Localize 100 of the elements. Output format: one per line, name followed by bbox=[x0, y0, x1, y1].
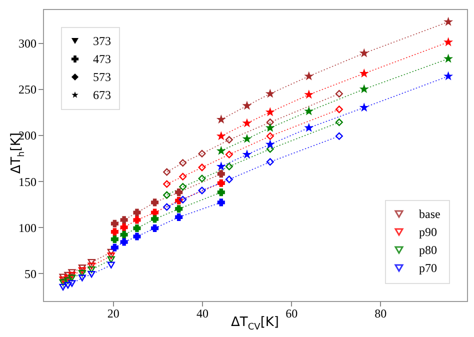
point bbox=[217, 179, 225, 187]
point bbox=[217, 188, 225, 196]
y-tick-label: 100 bbox=[18, 220, 36, 235]
point bbox=[179, 183, 187, 191]
point bbox=[68, 274, 76, 282]
y-tick-label: 250 bbox=[18, 82, 36, 97]
point bbox=[198, 150, 206, 158]
point bbox=[163, 191, 171, 199]
point bbox=[151, 198, 159, 206]
point bbox=[179, 159, 187, 167]
point bbox=[266, 158, 274, 166]
point bbox=[133, 208, 141, 216]
y-tick-label: 150 bbox=[18, 174, 36, 189]
point bbox=[88, 262, 96, 270]
point bbox=[305, 72, 312, 80]
point bbox=[68, 269, 76, 276]
point bbox=[64, 282, 72, 289]
point bbox=[243, 119, 251, 126]
point bbox=[360, 49, 368, 56]
point bbox=[266, 124, 274, 131]
point bbox=[217, 198, 225, 206]
point bbox=[151, 215, 159, 223]
point bbox=[444, 54, 452, 62]
point bbox=[120, 216, 128, 224]
point bbox=[110, 236, 118, 244]
point bbox=[59, 279, 67, 286]
point bbox=[305, 90, 312, 98]
point bbox=[198, 186, 206, 194]
point bbox=[444, 18, 452, 26]
point bbox=[198, 164, 206, 172]
point bbox=[110, 244, 118, 252]
point bbox=[88, 270, 96, 278]
point bbox=[64, 277, 72, 284]
point bbox=[360, 85, 368, 92]
point bbox=[59, 284, 67, 291]
point bbox=[266, 140, 274, 148]
point bbox=[305, 107, 312, 114]
point bbox=[225, 136, 233, 144]
point bbox=[225, 150, 233, 158]
point bbox=[59, 276, 67, 284]
point bbox=[175, 205, 183, 213]
point bbox=[64, 274, 72, 282]
point bbox=[107, 256, 115, 263]
point bbox=[107, 252, 115, 260]
point bbox=[59, 274, 67, 280]
point bbox=[175, 188, 183, 196]
point bbox=[78, 274, 86, 282]
point bbox=[78, 270, 86, 277]
point bbox=[88, 266, 96, 274]
point bbox=[133, 224, 141, 232]
point bbox=[444, 38, 452, 46]
point bbox=[225, 162, 233, 170]
point bbox=[107, 262, 115, 268]
y-tick-label: 300 bbox=[18, 36, 36, 51]
legend-label: base bbox=[419, 207, 440, 221]
x-tick-label: 20 bbox=[107, 306, 120, 320]
legend-label: 573 bbox=[93, 70, 111, 84]
point bbox=[64, 272, 72, 279]
point bbox=[151, 208, 159, 216]
point bbox=[68, 272, 76, 279]
point bbox=[163, 168, 171, 176]
point bbox=[243, 150, 251, 158]
point bbox=[266, 90, 274, 97]
point bbox=[360, 70, 368, 77]
point bbox=[179, 196, 187, 204]
point bbox=[266, 118, 274, 126]
point bbox=[120, 238, 128, 246]
y-tick-label: 50 bbox=[24, 266, 36, 281]
point bbox=[198, 174, 206, 182]
point bbox=[218, 147, 225, 154]
point bbox=[335, 132, 343, 140]
x-axis-title: ΔT$_{CV}$[K] bbox=[231, 315, 279, 333]
point bbox=[266, 108, 274, 116]
legend-label: 473 bbox=[93, 52, 111, 66]
point bbox=[243, 102, 251, 109]
x-tick-label: 40 bbox=[196, 306, 208, 320]
point bbox=[175, 213, 183, 221]
point bbox=[218, 132, 225, 140]
point bbox=[217, 170, 225, 178]
point bbox=[110, 228, 118, 236]
point bbox=[335, 118, 343, 126]
point bbox=[78, 267, 86, 274]
x-tick-label: 60 bbox=[286, 306, 298, 320]
legend-label: 373 bbox=[93, 34, 111, 48]
point bbox=[444, 72, 452, 80]
point bbox=[218, 116, 225, 123]
point bbox=[88, 258, 96, 266]
point bbox=[225, 176, 233, 184]
point bbox=[110, 220, 118, 228]
point bbox=[151, 224, 159, 232]
legend-label: p70 bbox=[419, 261, 437, 275]
point bbox=[335, 90, 343, 98]
point bbox=[163, 180, 171, 188]
point bbox=[163, 203, 171, 211]
point bbox=[179, 172, 187, 180]
point bbox=[218, 162, 225, 170]
legend-label: p80 bbox=[419, 243, 437, 257]
point bbox=[133, 232, 141, 240]
point bbox=[133, 216, 141, 224]
x-tick-label: 80 bbox=[374, 306, 387, 320]
